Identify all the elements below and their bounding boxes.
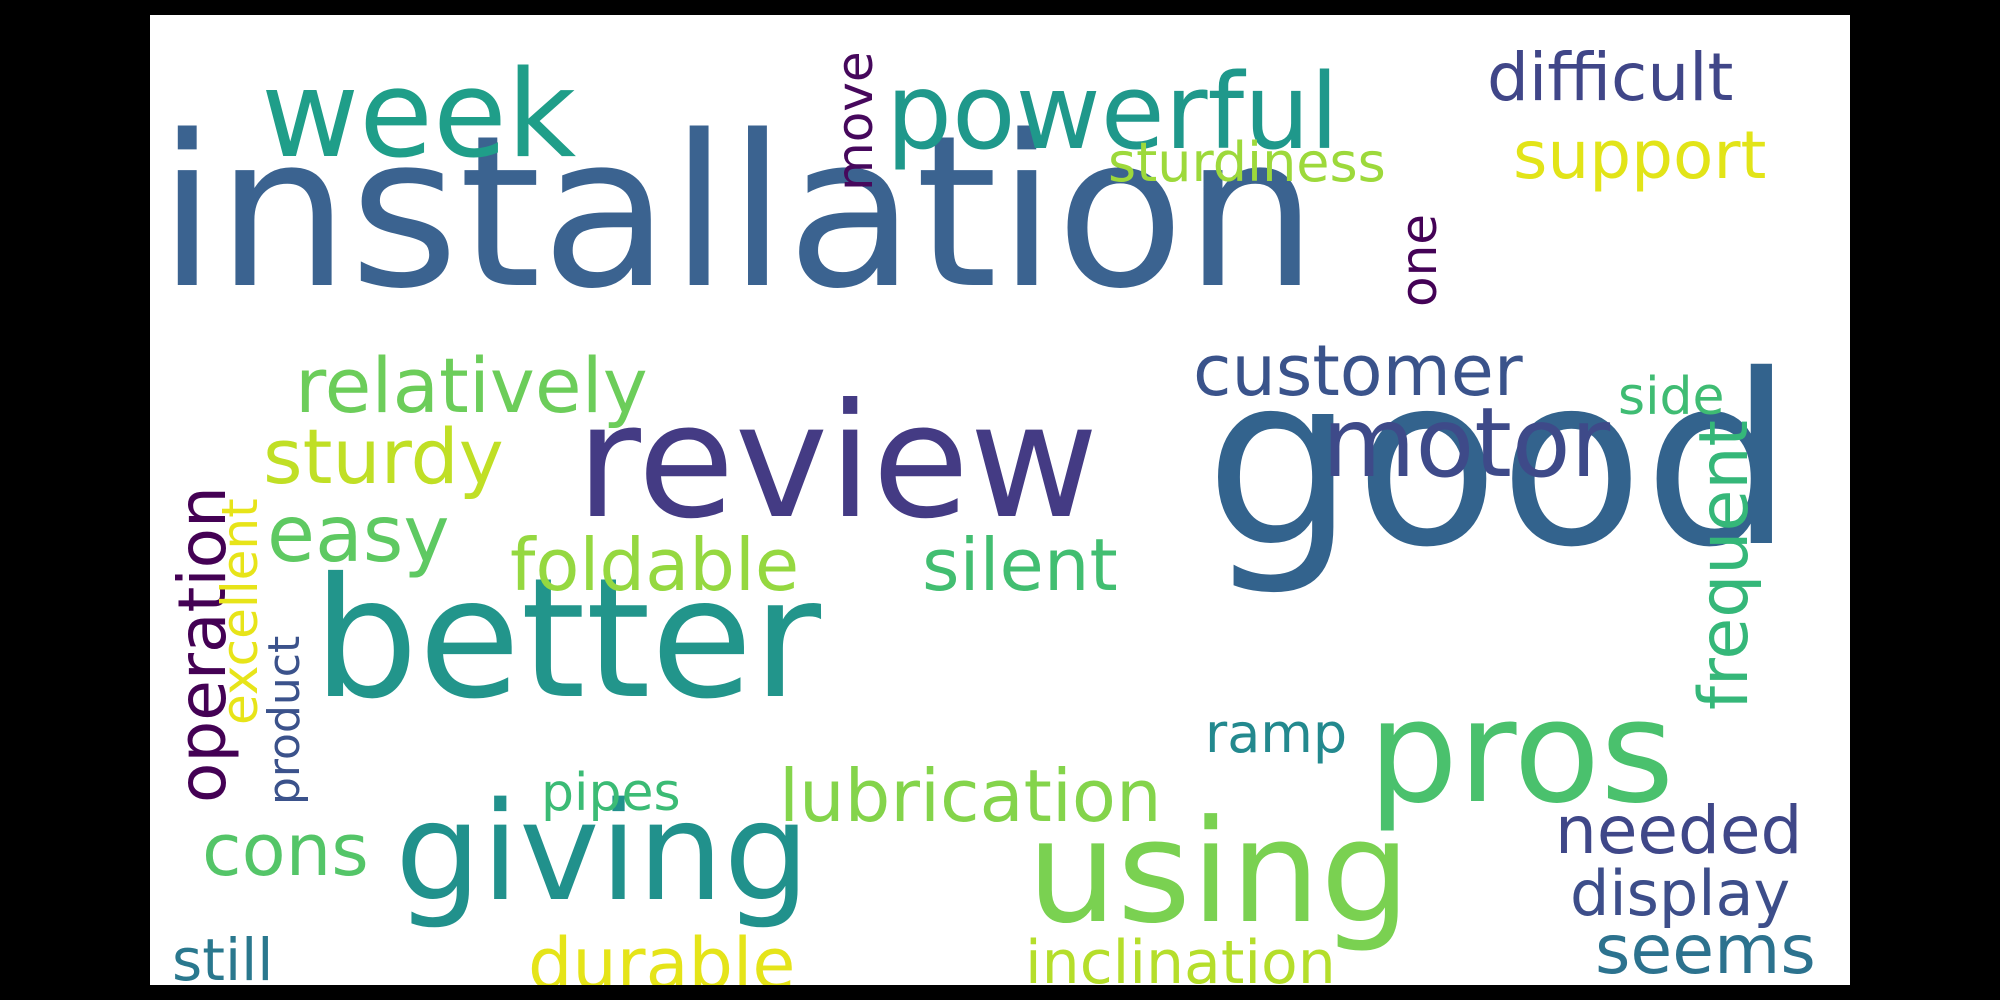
word-powerful: powerful — [886, 51, 1339, 173]
word-easy: easy — [267, 490, 450, 580]
word-customer: customer — [1193, 330, 1523, 412]
word-one: one — [1390, 213, 1448, 307]
word-silent: silent — [922, 523, 1118, 607]
word-lubrication: lubrication — [779, 754, 1162, 838]
word-pipes: pipes — [541, 763, 681, 823]
word-difficult: difficult — [1487, 39, 1734, 116]
word-inclination: inclination — [1025, 928, 1336, 985]
word-product: product — [259, 635, 310, 805]
word-using: using — [1027, 790, 1411, 955]
word-week: week — [261, 46, 577, 185]
word-pros: pros — [1368, 670, 1675, 835]
word-sturdiness: sturdiness — [1108, 131, 1386, 194]
word-display: display — [1570, 857, 1791, 930]
word-relatively: relatively — [295, 341, 648, 430]
word-cons: cons — [202, 808, 369, 892]
word-frequent: frequent — [1685, 419, 1764, 710]
word-seems: seems — [1595, 911, 1816, 985]
word-still: still — [172, 926, 274, 985]
word-giving: giving — [395, 774, 810, 932]
word-support: support — [1513, 117, 1767, 194]
word-sturdy: sturdy — [263, 412, 504, 501]
word-better: better — [313, 543, 822, 736]
word-needed: needed — [1555, 792, 1803, 869]
word-durable: durable — [528, 923, 796, 985]
word-side: side — [1618, 367, 1725, 427]
word-foldable: foldable — [510, 523, 800, 607]
word-installation: installation — [158, 90, 1318, 335]
word-review: review — [576, 370, 1099, 554]
word-cloud-canvas: installation good better review giving u… — [150, 15, 1850, 985]
word-good: good — [1205, 324, 1794, 599]
word-motor: motor — [1322, 387, 1611, 499]
word-ramp: ramp — [1205, 702, 1348, 765]
word-excellent: excellent — [211, 498, 269, 725]
word-move: move — [826, 51, 884, 191]
